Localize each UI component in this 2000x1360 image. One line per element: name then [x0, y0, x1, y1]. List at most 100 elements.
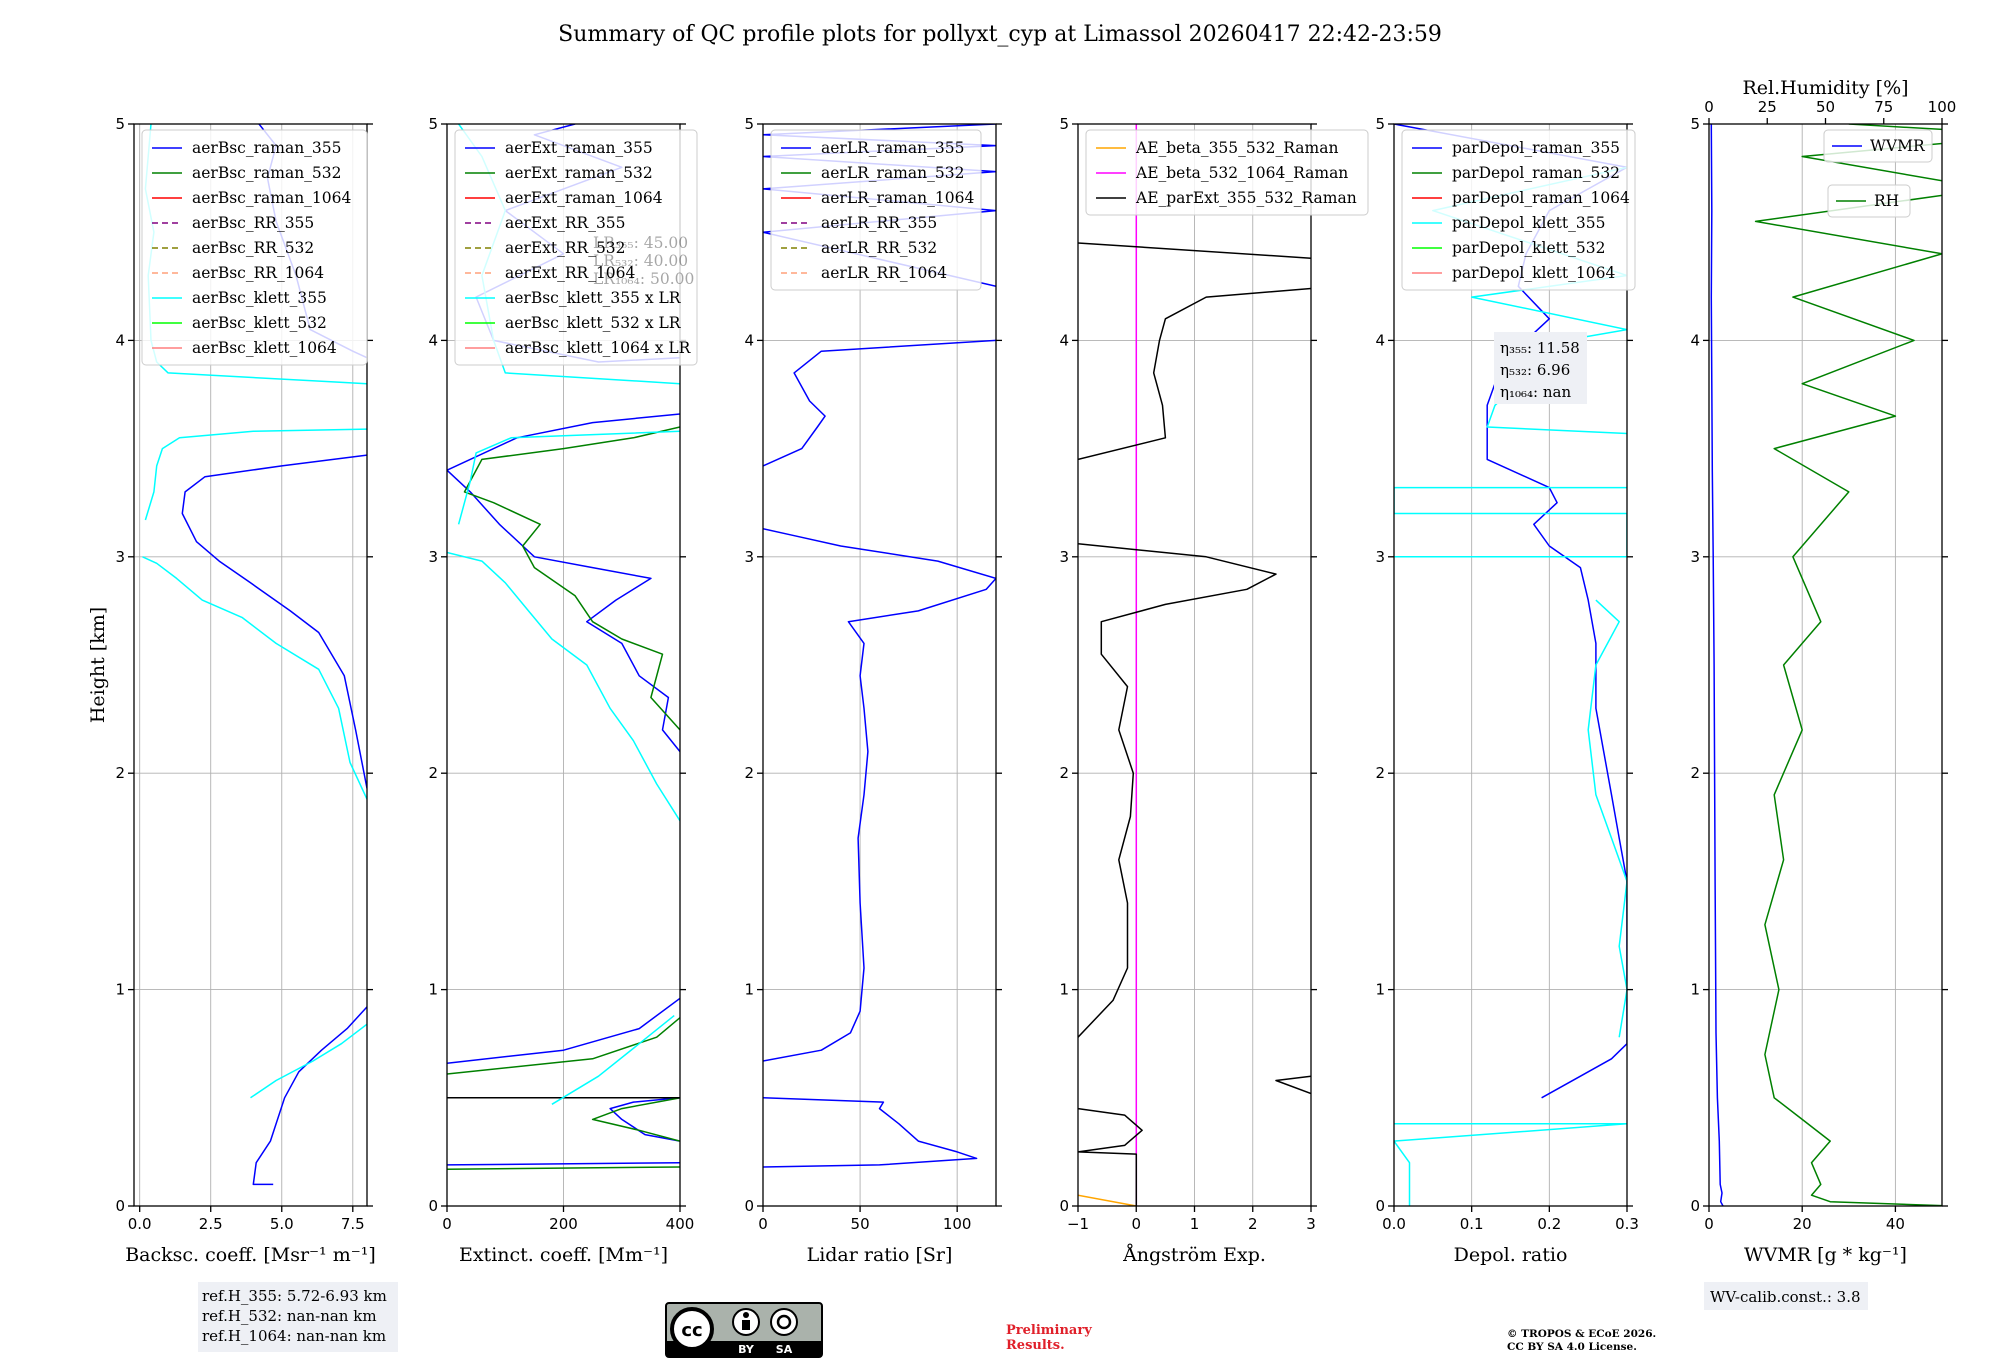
eta-label: η₃₅₅: 11.58 — [1500, 339, 1580, 357]
x-tick-label: 200 — [549, 1215, 578, 1233]
series-line — [609, 1097, 680, 1142]
legend-label: parDepol_klett_532 — [1452, 239, 1605, 257]
legend-label: aerBsc_klett_355 — [192, 289, 327, 307]
series-line — [252, 1006, 367, 1186]
eta-label: η₁₀₆₄: nan — [1500, 383, 1571, 401]
legend-frame — [1085, 129, 1369, 216]
legend: AE_beta_355_532_Raman AE_beta_532_1064_Ra… — [1085, 129, 1369, 216]
copyright-label: CC BY SA 4.0 License. — [1507, 1341, 1637, 1353]
x-tick-label: 0 — [1704, 1215, 1714, 1233]
legend-frame — [770, 129, 982, 291]
series-line — [144, 428, 367, 521]
y-tick-label: 4 — [744, 331, 754, 349]
legend-label: aerExt_RR_532 — [505, 239, 626, 257]
legend: aerBsc_raman_355 aerBsc_raman_532 aerBsc_r… — [141, 129, 368, 366]
legend-label: WVMR — [1870, 137, 1926, 155]
series-line — [1587, 599, 1627, 1038]
legend-label: aerLR_raman_532 — [821, 164, 964, 182]
cc-icon — [670, 1307, 714, 1351]
wv-calib-label: WV-calib.const.: 3.8 — [1710, 1288, 1861, 1306]
legend-label: aerLR_RR_532 — [821, 239, 937, 257]
y-tick-label: 0 — [1690, 1197, 1700, 1215]
legend-label: parDepol_klett_1064 — [1452, 264, 1615, 282]
axes-bsc: 0.0 2.5 5.0 7.5 0 1 2 3 4 5 Backsc. coeff. [Msr⁻¹ … — [87, 115, 376, 1266]
sa-label: SA — [776, 1343, 793, 1356]
legend-label: aerExt_raman_355 — [505, 139, 653, 157]
legend-label: aerBsc_raman_355 — [192, 139, 342, 157]
refh-box — [198, 1282, 398, 1352]
legend-rh: RH — [1827, 184, 1911, 218]
lr-label: LR₃₅₅: 45.00 — [593, 234, 688, 252]
x-tick-label: 20 — [1793, 1215, 1812, 1233]
legend-label: aerBsc_klett_532 x LR — [505, 314, 682, 332]
series-line — [763, 339, 996, 467]
refh-label: ref.H_1064: nan-nan km — [202, 1327, 386, 1345]
axes-ext: 0 200 400 0 1 2 3 4 5 Extinct. coeff. [Mm⁻¹] aerEx… — [428, 115, 698, 1266]
series-line — [447, 1017, 680, 1075]
y-tick-label: 5 — [1375, 115, 1385, 133]
y-tick-label: 3 — [1690, 548, 1700, 566]
legend-label: parDepol_raman_532 — [1452, 164, 1620, 182]
series-line — [763, 527, 996, 1062]
y-tick-label: 0 — [1375, 1197, 1385, 1215]
legend-label: AE_beta_355_532_Raman — [1135, 139, 1338, 157]
x-tick-label: 40 — [1886, 1215, 1905, 1233]
y-tick-label: 1 — [1059, 981, 1069, 999]
y-tick-label: 3 — [744, 548, 754, 566]
refh-label: ref.H_355: 5.72-6.93 km — [202, 1287, 387, 1305]
top-x-tick-label: 25 — [1758, 98, 1777, 116]
series-line — [447, 1161, 680, 1166]
preliminary-label: Results. — [1006, 1338, 1065, 1353]
series-group — [1710, 124, 1942, 1206]
x-tick-label: −1 — [1067, 1215, 1089, 1233]
legend-label: aerBsc_raman_532 — [192, 164, 342, 182]
top-x-axis-label: Rel.Humidity [%] — [1742, 77, 1908, 99]
y-tick-label: 4 — [115, 331, 125, 349]
series-group — [1394, 124, 1627, 1206]
x-tick-label: 3 — [1306, 1215, 1316, 1233]
top-x-tick-label: 75 — [1874, 98, 1893, 116]
x-tick-label: 0.1 — [1460, 1215, 1484, 1233]
x-tick-label: 0.2 — [1537, 1215, 1561, 1233]
y-tick-label: 3 — [1059, 548, 1069, 566]
legend-label: aerBsc_klett_355 x LR — [505, 289, 682, 307]
series-line — [1078, 287, 1311, 461]
y-tick-label: 1 — [1690, 981, 1700, 999]
refh-label: ref.H_532: nan-nan km — [202, 1307, 377, 1325]
legend: aerLR_raman_355 aerLR_raman_532 aerLR_rama… — [770, 129, 982, 291]
legend-label: AE_parExt_355_532_Raman — [1135, 189, 1357, 207]
x-tick-label: 7.5 — [341, 1215, 365, 1233]
y-tick-label: 2 — [744, 764, 754, 782]
x-axis-label: Lidar ratio [Sr] — [807, 1244, 953, 1266]
legend-frame — [454, 129, 698, 366]
axes-frame — [133, 123, 368, 1207]
series-line — [1078, 1107, 1143, 1206]
series-line — [463, 426, 680, 731]
y-tick-label: 0 — [744, 1197, 754, 1215]
y-tick-label: 0 — [1059, 1197, 1069, 1215]
legend: aerExt_raman_355 aerExt_raman_532 aerExt_r… — [454, 129, 698, 366]
x-tick-label: 0.0 — [128, 1215, 152, 1233]
top-x-tick-label: 50 — [1816, 98, 1835, 116]
y-tick-label: 0 — [428, 1197, 438, 1215]
legend-frame — [1823, 129, 1933, 163]
series-line — [457, 430, 680, 525]
by-icon-body — [742, 1320, 750, 1330]
legend-label: AE_beta_532_1064_Raman — [1135, 164, 1348, 182]
y-tick-label: 3 — [115, 548, 125, 566]
legend: parDepol_raman_355 parDepol_raman_532 parD… — [1401, 129, 1636, 291]
x-axis-label: Ångström Exp. — [1122, 1244, 1266, 1266]
x-tick-label: 2.5 — [199, 1215, 223, 1233]
lr-label: LR₁₀₆₄: 50.00 — [593, 270, 694, 288]
series-line — [591, 1097, 680, 1142]
legend-label: parDepol_klett_355 — [1452, 214, 1605, 232]
legend-label: parDepol_raman_355 — [1452, 139, 1620, 157]
y-tick-label: 1 — [744, 981, 754, 999]
series-line — [447, 1166, 680, 1170]
cc-icon-text: cc — [681, 1320, 702, 1341]
y-tick-label: 2 — [1059, 764, 1069, 782]
legend-label: aerExt_raman_1064 — [505, 189, 663, 207]
x-tick-label: 0 — [442, 1215, 452, 1233]
page-title: Summary of QC profile plots for pollyxt_… — [558, 22, 1442, 47]
